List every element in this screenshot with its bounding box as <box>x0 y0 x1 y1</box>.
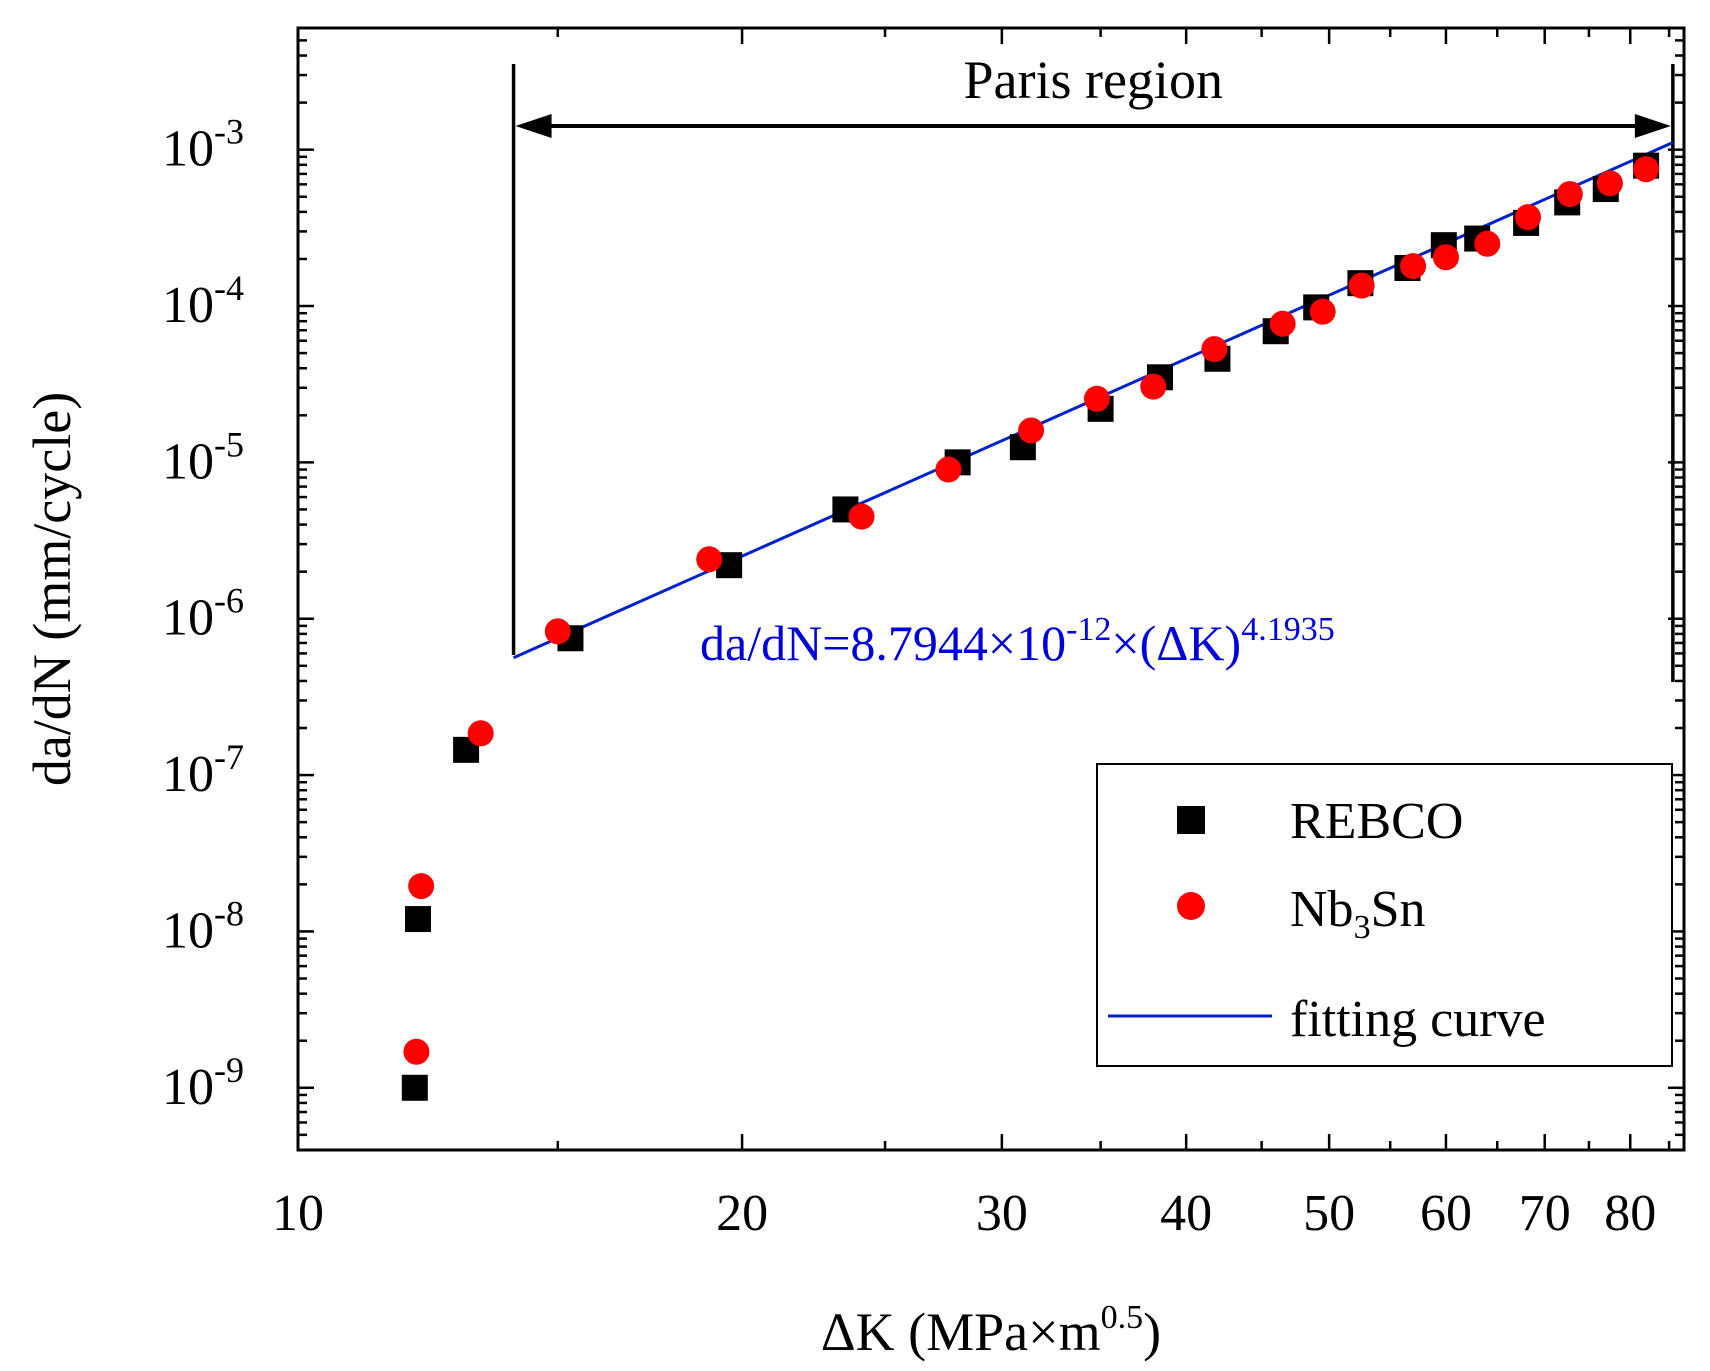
y-tick-label-exponent: -3 <box>214 112 244 152</box>
x-tick-label: 40 <box>1160 1185 1212 1242</box>
x-tick-label: 30 <box>976 1185 1028 1242</box>
legend-nb3sn-subscript: 3 <box>1354 909 1371 946</box>
x-axis-title: ΔK (MPa×m0.5) <box>821 1299 1161 1362</box>
series-layer <box>401 152 1660 1101</box>
data-point-nb3sn <box>696 546 723 573</box>
y-tick-label-base: 10 <box>162 1059 214 1116</box>
y-axis-title: da/dN (mm/cycle) <box>22 392 82 786</box>
fit-equation-base: da/dN=8.7944×10 <box>700 615 1066 671</box>
data-point-nb3sn <box>408 873 435 900</box>
paris-region-arrowhead-left <box>515 114 552 138</box>
fit-equation-exponent-2: 4.1935 <box>1241 611 1335 648</box>
paris-region-label: Paris region <box>963 50 1222 110</box>
data-point-nb3sn <box>848 503 875 530</box>
y-tick-label-base: 10 <box>162 121 214 178</box>
paris-region-arrowhead-right <box>1634 114 1671 138</box>
y-tick-label-exponent: -9 <box>214 1050 244 1090</box>
x-tick-label: 10 <box>272 1185 324 1242</box>
data-point-nb3sn <box>544 618 571 645</box>
x-tick-label: 70 <box>1519 1185 1571 1242</box>
legend-nb3sn-base: Nb <box>1290 881 1354 938</box>
x-axis-title-superscript: 0.5 <box>1101 1299 1144 1336</box>
fit-equation: da/dN=8.7944×10-12×(ΔK)4.1935 <box>700 611 1335 671</box>
y-tick-label: 10-6 <box>162 581 244 647</box>
x-tick-label: 60 <box>1420 1185 1472 1242</box>
y-tick-label: 10-9 <box>162 1050 244 1116</box>
legend: REBCO Nb3Sn fitting curve <box>1096 763 1673 1067</box>
x-tick-label: 80 <box>1604 1185 1656 1242</box>
x-tick-label: 20 <box>716 1185 768 1242</box>
y-tick-label-base: 10 <box>162 433 214 490</box>
legend-fit-label: fitting curve <box>1290 991 1546 1048</box>
x-axis-title-main: ΔK (MPa×m <box>821 1302 1101 1362</box>
y-tick-label: 10-5 <box>162 424 244 490</box>
data-point-nb3sn <box>1348 272 1375 299</box>
data-point-nb3sn <box>1309 298 1336 325</box>
data-point-nb3sn <box>1633 156 1660 183</box>
y-axis-ticks: 10-910-810-710-610-510-410-3 <box>162 26 1684 1152</box>
data-point-nb3sn <box>1140 373 1167 400</box>
data-point-nb3sn <box>935 456 962 483</box>
legend-nb3sn-marker <box>1177 892 1205 920</box>
x-tick-label: 50 <box>1303 1185 1355 1242</box>
y-tick-label-exponent: -7 <box>214 737 244 777</box>
data-point-nb3sn <box>1515 204 1542 231</box>
data-point-rebco <box>405 906 432 933</box>
data-point-nb3sn <box>1474 230 1501 257</box>
series-nb3sn <box>403 156 1660 1065</box>
legend-rebco-label: REBCO <box>1290 793 1463 850</box>
y-tick-label-exponent: -6 <box>214 581 244 621</box>
data-point-nb3sn <box>467 720 494 747</box>
fit-equation-mid: ×(ΔK) <box>1111 615 1241 671</box>
y-tick-label-base: 10 <box>162 902 214 959</box>
y-tick-label: 10-7 <box>162 737 244 803</box>
legend-rebco-marker <box>1177 806 1205 834</box>
y-tick-label-exponent: -4 <box>214 268 244 308</box>
y-tick-label-base: 10 <box>162 277 214 334</box>
data-point-nb3sn <box>1400 253 1427 280</box>
data-point-nb3sn <box>1432 244 1459 271</box>
plot-frame <box>296 26 1686 1152</box>
data-point-nb3sn <box>1018 417 1045 444</box>
y-tick-label-exponent: -8 <box>214 893 244 933</box>
legend-nb3sn-label: Nb3Sn <box>1290 881 1425 946</box>
data-point-nb3sn <box>1201 336 1228 363</box>
legend-nb3sn-tail: Sn <box>1371 881 1426 938</box>
y-tick-label-base: 10 <box>162 590 214 647</box>
y-tick-label: 10-8 <box>162 893 244 959</box>
y-tick-label-base: 10 <box>162 746 214 803</box>
x-axis-ticks: 10 20 30 40 50 60 70 80 <box>272 28 1671 1242</box>
data-point-nb3sn <box>1556 181 1583 208</box>
y-tick-label-exponent: -5 <box>214 424 244 464</box>
data-point-nb3sn <box>1269 310 1296 337</box>
y-tick-label: 10-3 <box>162 112 244 178</box>
data-point-nb3sn <box>1083 385 1110 412</box>
data-point-nb3sn <box>403 1038 430 1065</box>
x-axis-title-tail: ) <box>1143 1302 1161 1362</box>
y-tick-label: 10-4 <box>162 268 244 334</box>
paris-region-annotation: Paris region <box>511 50 1675 682</box>
data-point-rebco <box>401 1074 428 1101</box>
data-point-nb3sn <box>1596 170 1623 197</box>
fit-equation-exponent-1: -12 <box>1066 611 1111 648</box>
